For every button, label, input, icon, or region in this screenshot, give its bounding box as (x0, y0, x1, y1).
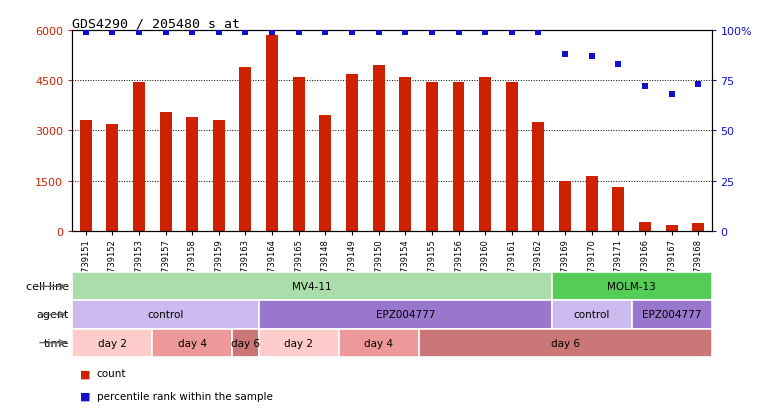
Point (266, 30, 279, 36)
Point (533, 30, 545, 36)
Point (400, 30, 412, 36)
Bar (259, 329, 339, 357)
Point (346, 30, 358, 36)
Bar (72, 329, 152, 357)
Text: day 6: day 6 (231, 338, 260, 348)
Bar (213, 121, 224, 231)
Point (133, 30, 145, 36)
Point (693, 82, 705, 88)
Bar (632, 301, 712, 329)
Point (586, 54, 598, 60)
Bar (133, 83, 145, 231)
Point (80, 30, 92, 36)
Bar (320, 116, 331, 231)
Bar (453, 83, 464, 231)
Bar (419, 329, 712, 357)
Bar (693, 224, 704, 231)
Bar (107, 124, 118, 231)
Bar (160, 113, 171, 231)
Text: ■: ■ (80, 368, 91, 378)
Text: time: time (44, 338, 69, 348)
Point (107, 30, 119, 36)
Text: cell line: cell line (26, 282, 69, 292)
Bar (426, 83, 438, 231)
Bar (152, 329, 232, 357)
Point (453, 30, 465, 36)
Text: control: control (574, 310, 610, 320)
Bar (232, 329, 259, 357)
Bar (552, 301, 632, 329)
Bar (72, 273, 552, 301)
Text: day 4: day 4 (177, 338, 207, 348)
Bar (266, 36, 278, 231)
Bar (400, 78, 411, 231)
Point (506, 30, 518, 36)
Point (373, 30, 385, 36)
Point (612, 62, 624, 68)
Bar (339, 329, 419, 357)
Bar (80, 121, 91, 231)
Bar (559, 182, 571, 231)
Text: MV4-11: MV4-11 (292, 282, 332, 292)
Bar (639, 223, 651, 231)
Point (213, 30, 225, 36)
Point (160, 30, 172, 36)
Bar (373, 66, 384, 231)
Bar (666, 226, 677, 231)
Bar (72, 301, 259, 329)
Point (559, 52, 571, 58)
Text: EPZ004777: EPZ004777 (375, 310, 435, 320)
Text: day 2: day 2 (284, 338, 314, 348)
Bar (533, 123, 544, 231)
Text: agent: agent (37, 310, 69, 320)
Bar (479, 78, 491, 231)
Point (666, 92, 678, 98)
Text: count: count (97, 368, 126, 378)
Bar (506, 83, 517, 231)
Bar (552, 273, 712, 301)
Point (639, 84, 651, 90)
Text: EPZ004777: EPZ004777 (642, 310, 702, 320)
Text: control: control (148, 310, 183, 320)
Text: day 2: day 2 (97, 338, 127, 348)
Point (426, 30, 438, 36)
Text: ■: ■ (80, 391, 91, 401)
Bar (259, 301, 552, 329)
Point (320, 30, 332, 36)
Bar (346, 74, 358, 231)
Text: day 6: day 6 (550, 338, 580, 348)
Point (186, 30, 199, 36)
Point (240, 30, 252, 36)
Bar (613, 188, 624, 231)
Text: GDS4290 / 205480_s_at: GDS4290 / 205480_s_at (72, 17, 240, 30)
Bar (240, 68, 251, 231)
Bar (186, 118, 198, 231)
Bar (586, 176, 597, 231)
Point (479, 30, 492, 36)
Text: day 4: day 4 (364, 338, 393, 348)
Point (293, 30, 305, 36)
Text: MOLM-13: MOLM-13 (607, 282, 656, 292)
Text: percentile rank within the sample: percentile rank within the sample (97, 391, 272, 401)
Bar (293, 78, 304, 231)
